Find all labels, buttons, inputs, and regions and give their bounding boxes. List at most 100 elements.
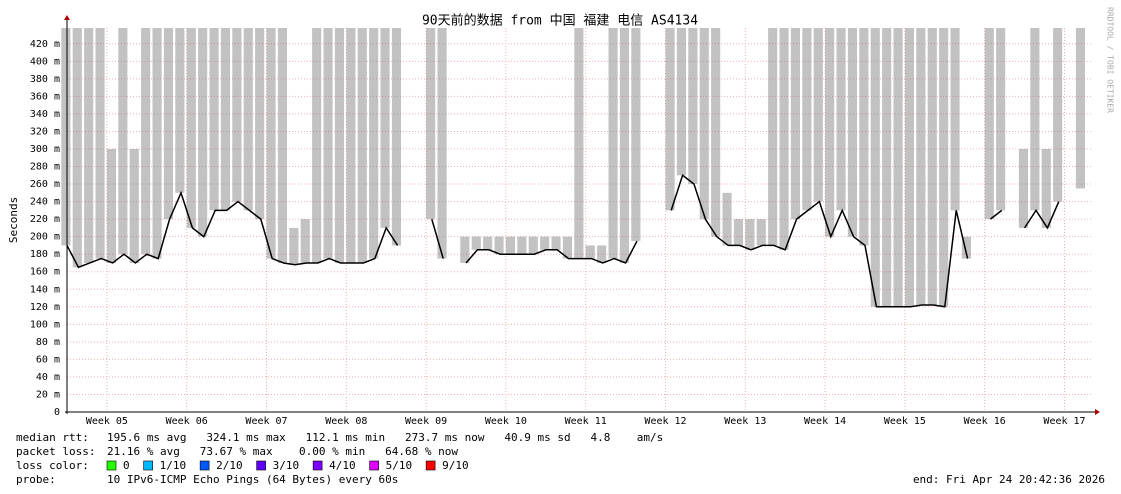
smoke bbox=[722, 192, 732, 246]
smoke bbox=[939, 28, 949, 307]
smoke bbox=[152, 28, 162, 259]
stat-label: median rtt: bbox=[16, 431, 89, 444]
smoke bbox=[106, 148, 117, 263]
smoke bbox=[255, 28, 265, 220]
smoke bbox=[505, 236, 516, 255]
smoke bbox=[95, 28, 105, 259]
smoke bbox=[334, 28, 345, 263]
smoke bbox=[597, 245, 607, 263]
smoke bbox=[460, 236, 470, 263]
y-tick-label: 380 m bbox=[30, 74, 60, 85]
smoke bbox=[426, 28, 436, 220]
smoke bbox=[517, 236, 527, 255]
smoke bbox=[1053, 28, 1063, 202]
smoke bbox=[494, 236, 504, 255]
smoke bbox=[790, 28, 801, 220]
smoke bbox=[391, 28, 402, 246]
y-tick-label: 400 m bbox=[30, 56, 60, 67]
legend-label: 1/10 bbox=[160, 459, 187, 472]
smoke bbox=[72, 28, 82, 268]
smoke bbox=[357, 28, 367, 263]
legend-label: 4/10 bbox=[329, 459, 356, 472]
stat-text: 21.16 % avg 73.67 % max 0.00 % min 64.68… bbox=[107, 445, 458, 458]
x-tick-label: Week 17 bbox=[1043, 416, 1085, 427]
smoke bbox=[380, 28, 390, 228]
smoke bbox=[198, 28, 208, 237]
smoke bbox=[369, 28, 379, 259]
smoke bbox=[232, 28, 242, 202]
smoke bbox=[665, 28, 675, 211]
smoke bbox=[84, 28, 94, 263]
smoke bbox=[266, 28, 276, 259]
smoke bbox=[699, 28, 709, 220]
smoke bbox=[813, 28, 823, 202]
x-tick-label: Week 09 bbox=[405, 416, 447, 427]
smoke bbox=[916, 28, 926, 306]
smoke bbox=[471, 236, 481, 250]
legend-swatch bbox=[369, 460, 379, 471]
y-tick-label: 220 m bbox=[30, 214, 60, 225]
legend-label: 9/10 bbox=[442, 459, 469, 472]
smoke bbox=[289, 227, 299, 265]
smoke bbox=[562, 236, 573, 259]
smoke bbox=[277, 28, 288, 263]
smoke bbox=[141, 28, 151, 255]
x-tick-label: Week 14 bbox=[804, 416, 846, 427]
y-tick-label: 420 m bbox=[30, 39, 60, 50]
end-time: end: Fri Apr 24 20:42:36 2026 bbox=[913, 473, 1105, 486]
smoke bbox=[836, 28, 846, 211]
smoke bbox=[847, 28, 858, 237]
smoke bbox=[163, 28, 174, 220]
smoke bbox=[551, 236, 561, 250]
smoke bbox=[1075, 28, 1086, 189]
y-tick-label: 0 bbox=[54, 407, 60, 418]
y-tick-label: 40 m bbox=[36, 372, 60, 383]
y-tick-label: 180 m bbox=[30, 249, 60, 260]
legend-label: 2/10 bbox=[216, 459, 243, 472]
y-tick-label: 260 m bbox=[30, 179, 60, 190]
legend-swatch bbox=[106, 460, 117, 471]
smoke bbox=[756, 219, 766, 246]
smoke bbox=[904, 28, 915, 307]
legend-label: loss color: bbox=[16, 459, 89, 472]
x-tick-label: Week 12 bbox=[644, 416, 686, 427]
y-tick-label: 100 m bbox=[30, 319, 60, 330]
smoke bbox=[61, 28, 71, 246]
smoke bbox=[825, 28, 835, 237]
y-tick-label: 200 m bbox=[30, 232, 60, 243]
smoke bbox=[688, 28, 698, 185]
x-tick-label: Week 16 bbox=[964, 416, 1006, 427]
smoke bbox=[882, 28, 892, 307]
smoke bbox=[870, 28, 880, 307]
smoke bbox=[608, 28, 618, 259]
legend-swatch bbox=[143, 460, 153, 471]
smoke bbox=[585, 245, 595, 259]
chart-title: 90天前的数据 from 中国 福建 电信 AS4134 bbox=[422, 13, 698, 29]
watermark: RRDTOOL / TOBI OETIKER bbox=[1106, 7, 1115, 113]
legend-label: 3/10 bbox=[273, 459, 300, 472]
y-axis-label: Seconds bbox=[7, 197, 20, 243]
smoke bbox=[745, 219, 755, 250]
axis-arrow bbox=[1095, 409, 1100, 415]
legend-label: 0 bbox=[123, 459, 130, 472]
y-tick-label: 280 m bbox=[30, 162, 60, 173]
stat-label: packet loss: bbox=[16, 445, 95, 458]
smoke bbox=[528, 236, 538, 255]
smoke bbox=[220, 28, 231, 211]
legend-swatch bbox=[312, 460, 323, 471]
smoke bbox=[186, 28, 196, 228]
y-tick-label: 320 m bbox=[30, 126, 60, 137]
smoke bbox=[346, 28, 356, 263]
x-tick-label: Week 08 bbox=[325, 416, 367, 427]
smoke bbox=[893, 28, 903, 307]
x-tick-label: Week 15 bbox=[884, 416, 926, 427]
probe-text: 10 IPv6-ICMP Echo Pings (64 Bytes) every… bbox=[107, 473, 398, 486]
y-tick-label: 140 m bbox=[30, 284, 60, 295]
smoke bbox=[574, 28, 584, 259]
smoke bbox=[209, 28, 219, 211]
legend-swatch bbox=[425, 460, 436, 471]
x-tick-label: Week 11 bbox=[565, 416, 607, 427]
smoke bbox=[129, 148, 139, 263]
smoke bbox=[676, 28, 687, 176]
